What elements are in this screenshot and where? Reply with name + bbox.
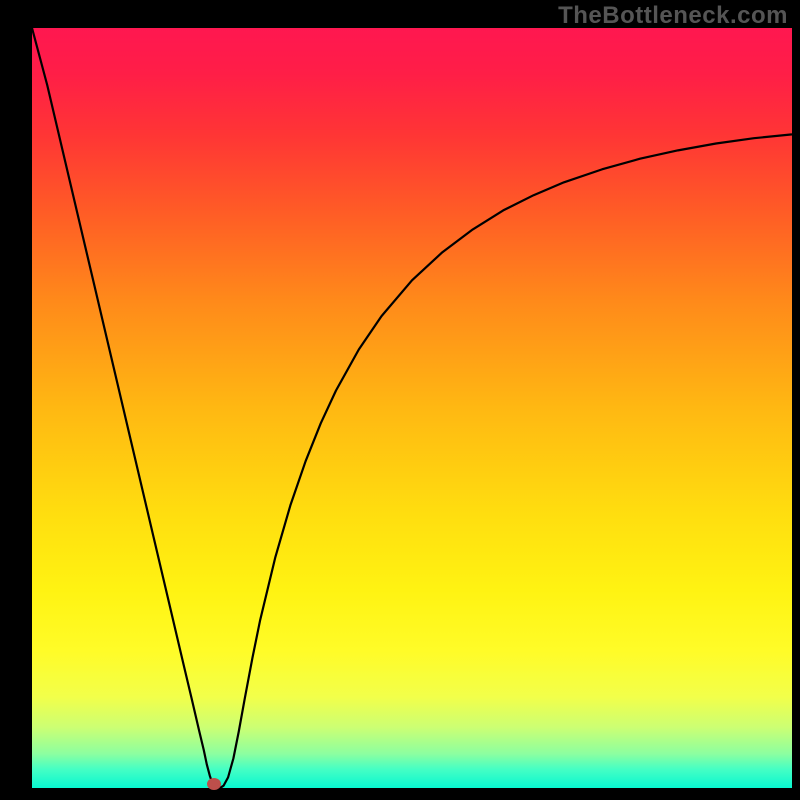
chart-frame: TheBottleneck.com — [0, 0, 800, 800]
watermark: TheBottleneck.com — [558, 2, 788, 30]
plot-area — [32, 28, 792, 788]
minimum-marker — [207, 778, 221, 790]
